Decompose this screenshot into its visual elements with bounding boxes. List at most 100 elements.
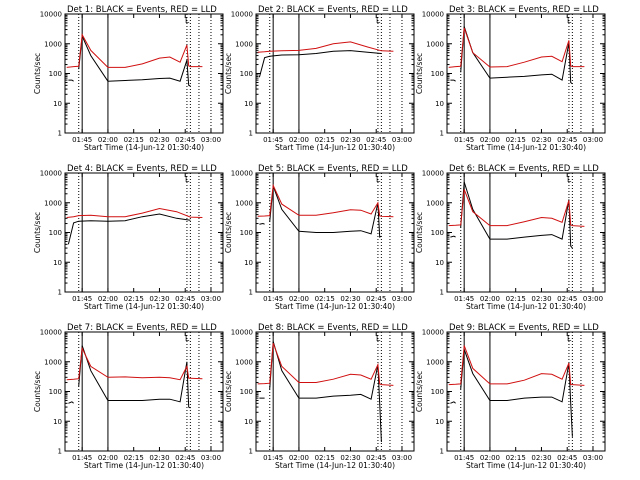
x-tick-label: 02:00 — [98, 454, 118, 462]
series-lld-line — [448, 27, 585, 68]
annotation-marker: L — [376, 334, 381, 343]
y-tick-label: 1 — [440, 448, 444, 456]
x-tick-label: 02:45 — [175, 295, 195, 303]
y-tick-label: 1000 — [235, 358, 253, 366]
y-axis-label: Counts/sec — [415, 53, 424, 94]
y-tick-label: 1 — [58, 448, 62, 456]
x-tick-label: 02:15 — [124, 454, 144, 462]
x-tick-label: 01:45 — [72, 136, 92, 144]
x-tick-label: 03:00 — [201, 136, 221, 144]
panel-det-9: Det 9: BLACK = Events, RED = LLD 1 10 100 10… — [415, 323, 606, 470]
x-tick-label: 02:45 — [557, 136, 577, 144]
x-axis-label: Start Time (14-Jun-12 01:30:40) — [466, 302, 586, 311]
y-tick-label: 10 — [53, 418, 62, 426]
plot-frame — [446, 13, 606, 134]
y-tick-label: 10 — [244, 100, 253, 108]
series-events-line — [68, 34, 191, 87]
x-tick-label: 02:30 — [340, 295, 360, 303]
x-tick-label: 02:15 — [315, 295, 335, 303]
x-tick-label: 03:00 — [583, 136, 603, 144]
y-axis-label: Counts/sec — [415, 212, 424, 253]
plot-frame — [446, 172, 606, 293]
y-tick-label: 1000 — [44, 40, 62, 48]
x-tick-label: 02:30 — [340, 454, 360, 462]
y-tick-label: 10000 — [40, 170, 62, 178]
x-tick-label: 01:45 — [72, 454, 92, 462]
annotation-marker: L — [185, 334, 190, 343]
y-tick-label: 10000 — [231, 11, 253, 19]
x-axis-label: Start Time (14-Jun-12 01:30:40) — [84, 302, 204, 311]
y-tick-label: 10000 — [422, 170, 444, 178]
plot-frame — [255, 13, 415, 134]
y-tick-label: 100 — [49, 70, 62, 78]
x-tick-label: 02:00 — [98, 136, 118, 144]
series-events-line — [258, 50, 382, 78]
series-events-line — [450, 181, 573, 249]
y-tick-label: 10 — [435, 100, 444, 108]
x-tick-label: 02:15 — [506, 454, 526, 462]
annotation-marker: L — [567, 175, 572, 184]
x-tick-label: 02:30 — [531, 295, 551, 303]
annotation-marker: L — [567, 16, 572, 25]
x-tick-label: 01:45 — [454, 454, 474, 462]
x-tick-label: 02:30 — [340, 136, 360, 144]
x-tick-label: 03:00 — [583, 454, 603, 462]
y-axis-label: Counts/sec — [224, 53, 233, 94]
y-tick-label: 100 — [431, 388, 444, 396]
y-tick-label: 100 — [240, 388, 253, 396]
panel-det-8: Det 8: BLACK = Events, RED = LLD 1 10 100 10… — [224, 323, 415, 470]
panel-det-7: Det 7: BLACK = Events, RED = LLD 1 10 100 10… — [33, 323, 224, 470]
x-tick-label: 02:45 — [366, 454, 386, 462]
x-axis-label: Start Time (14-Jun-12 01:30:40) — [275, 302, 395, 311]
panel-det-4: Det 4: BLACK = Events, RED = LLD 1 10 100 10… — [33, 164, 224, 311]
panel-title: Det 5: BLACK = Events, RED = LLD — [258, 164, 408, 174]
annotation-marker: L — [185, 175, 190, 184]
panel-title: Det 9: BLACK = Events, RED = LLD — [449, 323, 599, 333]
y-axis-label: Counts/sec — [415, 371, 424, 412]
panel-title: Det 2: BLACK = Events, RED = LLD — [258, 5, 408, 15]
annotation-marker: L — [376, 175, 381, 184]
y-tick-label: 10000 — [231, 329, 253, 337]
x-tick-label: 02:00 — [480, 295, 500, 303]
x-tick-label: 01:45 — [263, 295, 283, 303]
panel-det-6: Det 6: BLACK = Events, RED = LLD 1 10 100 10… — [415, 164, 606, 311]
x-tick-label: 01:45 — [72, 295, 92, 303]
series-events-line — [259, 186, 382, 238]
x-axis-label: Start Time (14-Jun-12 01:30:40) — [466, 461, 586, 470]
panel-title: Det 4: BLACK = Events, RED = LLD — [67, 164, 217, 174]
y-axis-label: Counts/sec — [224, 371, 233, 412]
x-tick-label: 02:45 — [366, 136, 386, 144]
x-tick-label: 02:30 — [531, 454, 551, 462]
y-tick-label: 10000 — [231, 170, 253, 178]
x-tick-label: 03:00 — [201, 454, 221, 462]
x-tick-label: 02:15 — [124, 136, 144, 144]
panel-det-1: Det 1: BLACK = Events, RED = LLD 1 10 100 10… — [33, 5, 224, 152]
x-tick-label: 03:00 — [583, 295, 603, 303]
x-tick-label: 02:00 — [289, 295, 309, 303]
panel-title: Det 7: BLACK = Events, RED = LLD — [67, 323, 217, 333]
y-tick-label: 1000 — [44, 199, 62, 207]
y-tick-label: 1000 — [426, 199, 444, 207]
y-tick-label: 10000 — [40, 11, 62, 19]
x-tick-label: 02:00 — [289, 454, 309, 462]
y-tick-label: 10 — [435, 259, 444, 267]
y-tick-label: 10 — [244, 259, 253, 267]
x-tick-label: 02:15 — [315, 454, 335, 462]
x-tick-label: 02:45 — [175, 454, 195, 462]
x-tick-label: 01:45 — [454, 295, 474, 303]
y-tick-label: 1 — [58, 289, 62, 297]
y-tick-label: 10000 — [422, 329, 444, 337]
y-axis-label: Counts/sec — [33, 371, 42, 412]
x-tick-label: 01:45 — [263, 454, 283, 462]
x-axis-label: Start Time (14-Jun-12 01:30:40) — [275, 461, 395, 470]
y-axis-label: Counts/sec — [33, 53, 42, 94]
series-lld-line — [257, 41, 394, 53]
series-lld-line — [257, 343, 394, 386]
y-axis-label: Counts/sec — [33, 212, 42, 253]
y-tick-label: 10000 — [40, 329, 62, 337]
x-tick-label: 02:45 — [557, 454, 577, 462]
x-tick-label: 03:00 — [392, 454, 412, 462]
x-tick-label: 01:45 — [454, 136, 474, 144]
panel-title: Det 3: BLACK = Events, RED = LLD — [449, 5, 599, 15]
y-tick-label: 1 — [249, 448, 253, 456]
